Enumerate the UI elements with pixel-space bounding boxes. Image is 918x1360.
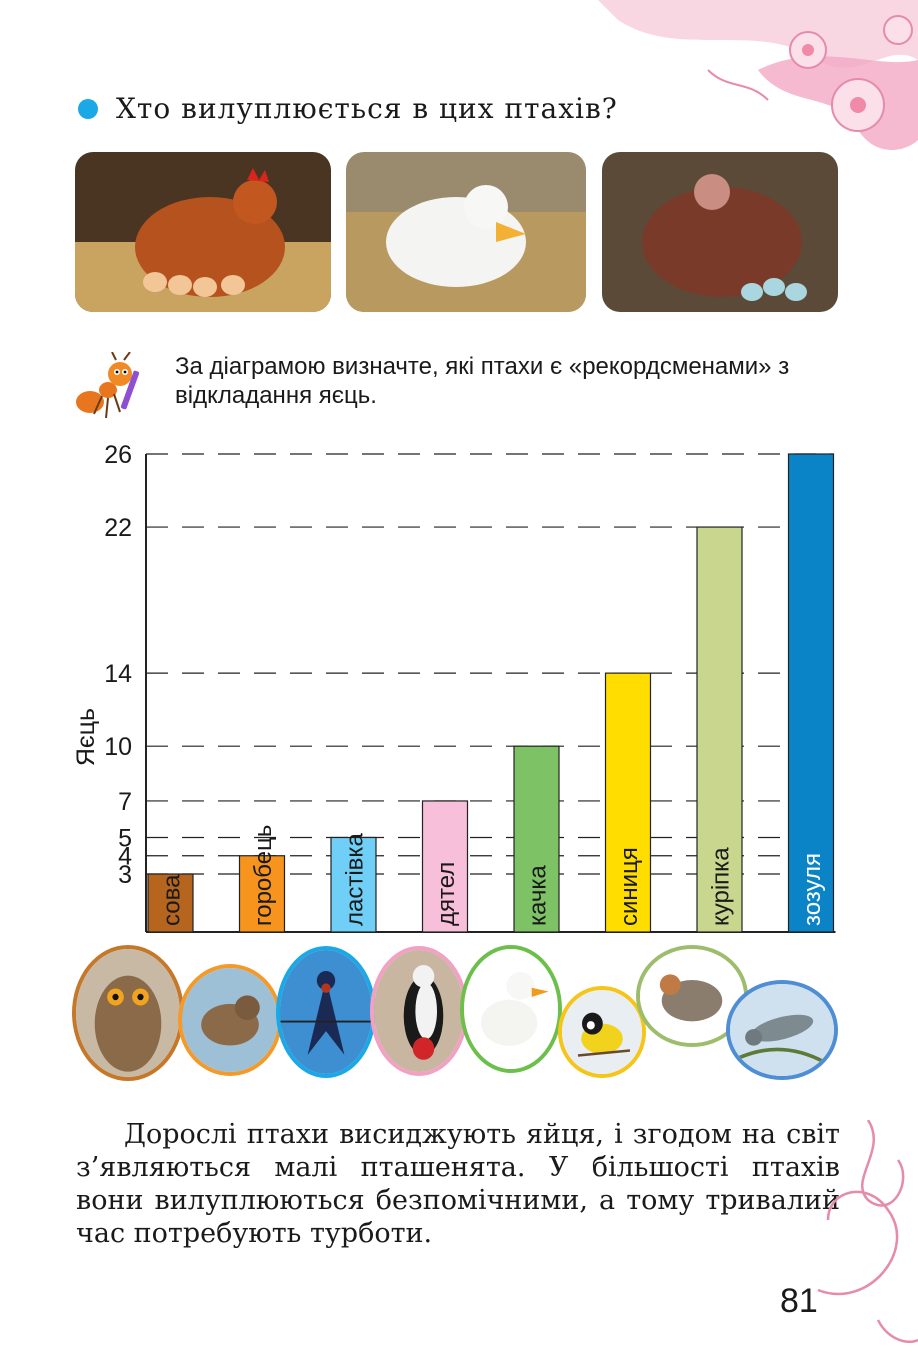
bird-duck-circle	[460, 945, 562, 1073]
y-tick-label: 5	[118, 824, 132, 852]
bird-owl-circle	[72, 945, 184, 1081]
question-line: Хто вилуплюється в цих птахів?	[78, 92, 618, 125]
photo-turkey-on-eggs	[602, 152, 838, 312]
photo-duck-on-nest	[346, 152, 586, 312]
question-text: Хто вилуплюється в цих птахів?	[116, 92, 618, 125]
y-tick-label: 7	[118, 788, 132, 816]
y-tick-label: 26	[104, 441, 132, 469]
bar	[238, 855, 286, 933]
bar-category-label: качка	[525, 865, 552, 926]
corner-flower-decoration	[598, 0, 918, 150]
bar	[604, 672, 652, 933]
bar-category-label: дятел	[433, 862, 460, 926]
bird-tit-circle	[558, 986, 646, 1078]
bar-category-label: сова	[159, 874, 186, 926]
bar	[787, 453, 835, 933]
bird-partridge-circle	[636, 945, 748, 1047]
bird-cuckoo-circle	[726, 980, 838, 1080]
ant-mascot-icon	[76, 352, 140, 419]
y-tick-label: 3	[118, 861, 132, 889]
body-text: Дорослі птахи висиджують яйця, і згодом …	[76, 1119, 840, 1249]
bar	[421, 800, 469, 933]
bullet-icon	[78, 98, 98, 119]
bar	[696, 526, 743, 933]
y-tick-label: 22	[104, 514, 132, 542]
bar-category-label: зозуля	[799, 853, 826, 926]
bird-swallow-circle	[276, 946, 376, 1078]
body-paragraph: Дорослі птахи висиджують яйця, і згодом …	[76, 1118, 840, 1250]
page-number: 81	[780, 1282, 818, 1320]
bird-woodpecker-circle	[370, 946, 468, 1076]
y-axis-label: Яєць	[72, 708, 100, 766]
bar	[147, 873, 194, 933]
bottom-swirl-decoration	[817, 1120, 918, 1344]
photo-hen-on-eggs	[75, 152, 331, 312]
y-tick-label: 10	[104, 733, 132, 761]
task-text: За діаграмою визначте, які птахи є «реко…	[175, 353, 790, 409]
bar-category-label: ластівка	[342, 833, 369, 926]
bar-category-label: курiпка	[708, 847, 735, 926]
y-tick-label: 4	[118, 843, 132, 871]
bar	[513, 745, 560, 933]
bar	[330, 836, 377, 933]
eggs-bar-chart: 345 7 10 14 22 26 Яєць сова горобець ластівка дяте…	[72, 441, 836, 933]
bird-sparrow-circle	[178, 964, 282, 1076]
bar-category-label: синиця	[616, 847, 643, 926]
y-tick-label: 14	[104, 660, 132, 688]
bar-category-label: горобець	[250, 825, 277, 926]
